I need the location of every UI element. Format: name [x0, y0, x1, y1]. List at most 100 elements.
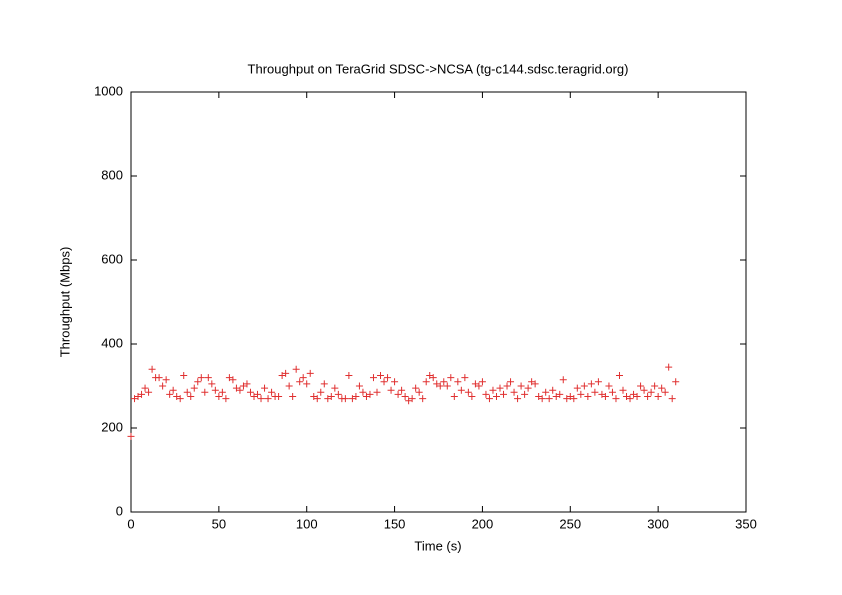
point — [222, 395, 230, 403]
point — [570, 395, 578, 403]
point — [443, 382, 451, 390]
point — [341, 395, 349, 403]
point — [398, 386, 406, 394]
point — [201, 388, 209, 396]
point — [594, 378, 602, 386]
point — [433, 380, 441, 388]
point — [134, 393, 142, 400]
point — [162, 376, 170, 384]
point — [246, 388, 254, 396]
x-tick-label: 250 — [559, 516, 581, 531]
point — [503, 382, 511, 390]
point — [204, 374, 212, 382]
point — [507, 378, 515, 386]
point — [573, 384, 581, 392]
point — [485, 395, 493, 403]
point — [647, 388, 655, 396]
y-tick-label: 200 — [101, 419, 123, 434]
point — [535, 393, 543, 400]
point — [352, 393, 360, 400]
point — [440, 378, 448, 386]
point — [303, 380, 311, 388]
point — [587, 380, 595, 388]
point — [155, 374, 163, 382]
point — [299, 374, 307, 382]
point — [608, 388, 616, 396]
point — [450, 393, 458, 400]
point — [637, 382, 645, 390]
point — [517, 382, 525, 390]
point — [141, 384, 149, 392]
point — [658, 384, 666, 392]
point — [394, 390, 402, 398]
plot-border — [130, 91, 747, 513]
point — [489, 386, 497, 394]
point — [254, 390, 262, 398]
point — [264, 395, 272, 403]
point — [426, 372, 434, 379]
point — [577, 390, 585, 398]
point — [391, 378, 399, 386]
point — [580, 382, 588, 390]
point — [166, 390, 174, 398]
point — [320, 380, 328, 388]
point — [194, 378, 202, 386]
y-axis-label: Throughput (Mbps) — [57, 247, 72, 358]
point — [549, 386, 557, 394]
x-axis-label: Time (s) — [414, 538, 461, 553]
point — [524, 384, 532, 392]
point — [668, 395, 676, 403]
point — [331, 384, 339, 392]
point — [672, 378, 680, 386]
x-tick-label: 350 — [735, 516, 757, 531]
y-tick-label: 800 — [101, 167, 123, 182]
point — [208, 380, 216, 388]
point — [626, 395, 634, 403]
y-tick-label: 600 — [101, 251, 123, 266]
point — [176, 395, 184, 403]
point — [187, 393, 195, 400]
point — [289, 393, 297, 400]
point — [559, 376, 567, 384]
point — [464, 388, 472, 396]
point — [215, 393, 223, 400]
x-tick-label: 50 — [212, 516, 226, 531]
y-tick-label: 400 — [101, 335, 123, 350]
point — [644, 393, 652, 400]
point — [384, 374, 392, 382]
point — [468, 393, 476, 400]
point — [232, 384, 240, 392]
point — [492, 393, 500, 400]
point — [478, 378, 486, 386]
point — [306, 369, 314, 377]
point — [373, 388, 381, 396]
x-tick-label: 0 — [127, 516, 134, 531]
point — [496, 384, 504, 392]
point — [528, 378, 536, 386]
point — [408, 395, 416, 403]
point — [531, 380, 539, 388]
point — [236, 386, 244, 394]
point — [475, 382, 483, 390]
point — [229, 376, 237, 384]
point — [605, 382, 613, 390]
point — [380, 378, 388, 386]
point — [239, 382, 247, 390]
point — [190, 384, 198, 392]
x-tick-label: 300 — [647, 516, 669, 531]
point — [327, 393, 335, 400]
point — [665, 363, 673, 371]
y-tick-label: 0 — [116, 503, 123, 518]
point — [538, 395, 546, 403]
point — [180, 372, 188, 379]
point — [145, 388, 153, 396]
point — [454, 378, 462, 386]
point — [310, 393, 318, 400]
point — [218, 388, 226, 396]
point — [285, 382, 293, 390]
point — [243, 380, 251, 388]
point — [640, 386, 648, 394]
point — [591, 388, 599, 396]
point — [415, 388, 423, 396]
